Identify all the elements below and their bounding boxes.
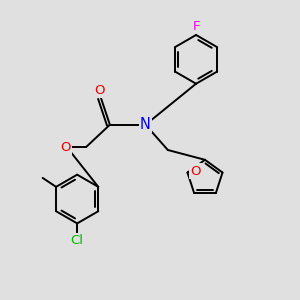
Text: O: O bbox=[60, 140, 70, 154]
Text: N: N bbox=[140, 117, 151, 132]
Text: F: F bbox=[192, 20, 200, 33]
Text: O: O bbox=[190, 165, 201, 178]
Text: Cl: Cl bbox=[71, 234, 84, 247]
Text: O: O bbox=[94, 84, 105, 97]
